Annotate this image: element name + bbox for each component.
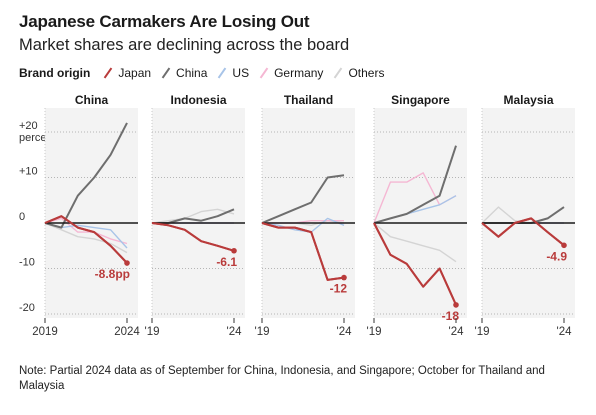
legend-label: Brand origin (19, 66, 91, 80)
panel-thailand: Thailand -12 '19 '24 (255, 93, 355, 338)
series-line-japan-top (373, 222, 457, 306)
x-tick-label: '19 (475, 326, 490, 338)
panel-china: China -8.8pp 2019 2024 (32, 93, 140, 338)
series-line-japan-top (261, 222, 345, 281)
chart-area: +20+100-10-20percentage pointsChina-8.8p… (19, 93, 575, 338)
x-tick-label: '24 (227, 326, 243, 338)
panel-indonesia: Indonesia -6.1 '19 '24 (145, 93, 245, 338)
series-line-others (373, 222, 457, 263)
y-tick-label: +20 (19, 120, 38, 132)
y-tick-label: +10 (19, 166, 38, 178)
footnote: Note: Partial 2024 data as of September … (19, 365, 545, 392)
series-line-others (44, 222, 128, 254)
legend-text-us: US (232, 66, 250, 80)
y-tick-label: -10 (19, 257, 35, 269)
x-tick-label: '19 (255, 326, 270, 338)
panel-title: Malaysia (503, 93, 553, 107)
legend-item-others: Others (332, 66, 384, 80)
end-point-japan (231, 247, 237, 254)
chart-subtitle: Market shares are declining across the b… (19, 36, 350, 54)
y-tick-label: 0 (19, 211, 25, 223)
panel-background (262, 108, 355, 318)
end-point-japan (453, 302, 459, 308)
series-line-japan-top (481, 217, 565, 247)
end-value-label: -4.9 (546, 249, 567, 263)
series-line-us (261, 217, 345, 233)
legend-text-japan: Japan (118, 66, 152, 80)
x-tick-label: 2019 (32, 326, 58, 338)
y-tick-label: -20 (19, 302, 35, 314)
panel-title: Thailand (284, 93, 333, 107)
x-tick-label: '19 (367, 326, 382, 338)
series-line-germany (44, 217, 128, 245)
end-value-label: -18 (442, 309, 460, 323)
panel-background (482, 108, 575, 318)
series-line-japan-top (151, 222, 235, 252)
series-line-china (373, 145, 457, 224)
panel-background (374, 108, 467, 318)
series-line-china (261, 174, 345, 224)
legend-item-japan: Japan (102, 66, 151, 80)
x-tick-label: '24 (337, 326, 353, 338)
chart-title: Japanese Carmakers Are Losing Out (19, 12, 310, 31)
panel-malaysia: Malaysia -4.9 '19 '24 (475, 93, 575, 338)
legend-item-germany: Germany (258, 66, 323, 80)
legend-text-others: Others (348, 66, 385, 80)
legend: Brand origin Japan China US Germany Othe… (19, 66, 393, 80)
legend-text-china: China (176, 66, 208, 80)
legend-item-us: US (216, 66, 249, 80)
end-value-label: -12 (330, 282, 348, 296)
series-line-others (151, 208, 235, 224)
x-tick-label: '19 (145, 326, 160, 338)
series-line-china (44, 122, 128, 229)
panel-title: Singapore (391, 93, 450, 107)
x-tick-label: 2024 (114, 326, 140, 338)
end-point-japan (341, 274, 347, 281)
legend-text-germany: Germany (274, 66, 324, 80)
legend-item-china: China (160, 66, 207, 80)
x-tick-label: '24 (449, 326, 465, 338)
end-point-japan (124, 260, 130, 266)
panel-singapore: Singapore -18 '19 '24 (367, 93, 467, 338)
panel-title: Indonesia (170, 93, 226, 107)
end-value-label: -8.8pp (95, 267, 130, 281)
x-tick-label: '24 (557, 326, 573, 338)
end-point-japan (561, 242, 567, 249)
panel-background (45, 108, 138, 318)
end-value-label: -6.1 (216, 255, 237, 269)
panel-title: China (75, 93, 109, 107)
series-line-japan-top (44, 215, 128, 264)
